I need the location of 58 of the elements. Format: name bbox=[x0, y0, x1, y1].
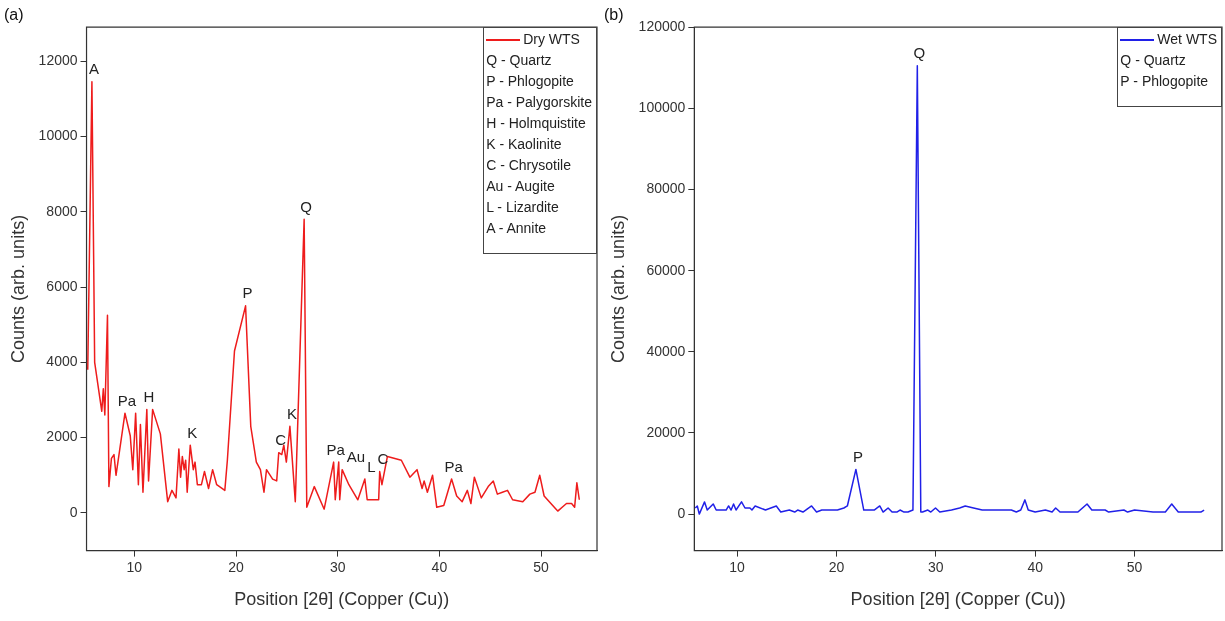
x-axis-title: Position [2θ] (Copper (Cu)) bbox=[850, 589, 1066, 610]
annotation: Au - Augite bbox=[486, 177, 556, 197]
annotation: K - Kaolinite bbox=[486, 135, 563, 155]
annotation: H - Holmquistite bbox=[486, 114, 587, 134]
x-tick-label: 20 bbox=[228, 558, 245, 575]
y-tick-label: 120000 bbox=[638, 18, 686, 35]
annotation: Q - Quartz bbox=[1120, 51, 1187, 71]
y-tick-label: 2000 bbox=[46, 428, 78, 445]
x-axis-title: Position [2θ] (Copper (Cu)) bbox=[234, 589, 450, 610]
y-tick-label: 8000 bbox=[46, 202, 78, 219]
chart-title: (b) bbox=[604, 6, 624, 24]
y-tick-label: 12000 bbox=[38, 51, 78, 68]
annotation: C - Chrysotile bbox=[486, 156, 572, 176]
chart-title: (a) bbox=[4, 6, 24, 24]
annotation: Pa bbox=[326, 440, 346, 458]
x-tick-label: 20 bbox=[828, 558, 845, 575]
y-tick-label: 4000 bbox=[46, 353, 78, 370]
annotation: A - Annite bbox=[486, 219, 548, 239]
x-tick-label: 40 bbox=[431, 558, 448, 575]
annotation: K bbox=[187, 423, 198, 441]
y-tick-label: 6000 bbox=[46, 277, 78, 294]
x-tick-label: 10 bbox=[729, 558, 746, 575]
y-tick-label: 100000 bbox=[638, 99, 686, 116]
annotation: Pa bbox=[117, 391, 137, 409]
annotation: P bbox=[242, 284, 253, 302]
annotation: H bbox=[143, 388, 155, 406]
y-axis-title: Counts (arb. units) bbox=[607, 214, 628, 363]
annotation: L - Lizardite bbox=[486, 198, 560, 218]
annotation: Pa bbox=[444, 457, 464, 475]
x-tick-label: 50 bbox=[533, 558, 550, 575]
annotation: L bbox=[367, 457, 376, 475]
y-tick-label: 0 bbox=[69, 503, 78, 520]
annotation: P - Phlogopite bbox=[486, 72, 575, 92]
annotation: Q bbox=[300, 197, 312, 215]
annotation: K bbox=[286, 404, 297, 422]
x-tick-label: 50 bbox=[1126, 558, 1143, 575]
legend-label: Dry WTS bbox=[522, 30, 581, 50]
x-tick-label: 10 bbox=[126, 558, 143, 575]
x-tick-label: 30 bbox=[329, 558, 346, 575]
y-tick-label: 10000 bbox=[38, 127, 78, 144]
x-tick-label: 40 bbox=[1027, 558, 1044, 575]
annotation: Q - Quartz bbox=[486, 51, 553, 71]
annotation: P - Phlogopite bbox=[1120, 72, 1210, 92]
y-tick-label: 20000 bbox=[646, 423, 686, 440]
annotation: A bbox=[88, 60, 99, 78]
x-tick-label: 30 bbox=[928, 558, 944, 575]
legend-label: Wet WTS bbox=[1156, 30, 1217, 50]
y-tick-label: 0 bbox=[677, 504, 686, 521]
y-tick-label: 40000 bbox=[646, 342, 686, 359]
annotation: P bbox=[852, 448, 863, 466]
y-tick-label: 60000 bbox=[646, 261, 686, 278]
annotation: C bbox=[377, 450, 389, 468]
annotation: Pa - Palygorskite bbox=[486, 93, 592, 113]
annotation: C bbox=[275, 431, 287, 449]
y-tick-label: 80000 bbox=[646, 180, 686, 197]
y-axis-title: Counts (arb. units) bbox=[7, 214, 28, 363]
annotation: Q bbox=[913, 44, 926, 62]
annotation: Au bbox=[346, 448, 366, 466]
